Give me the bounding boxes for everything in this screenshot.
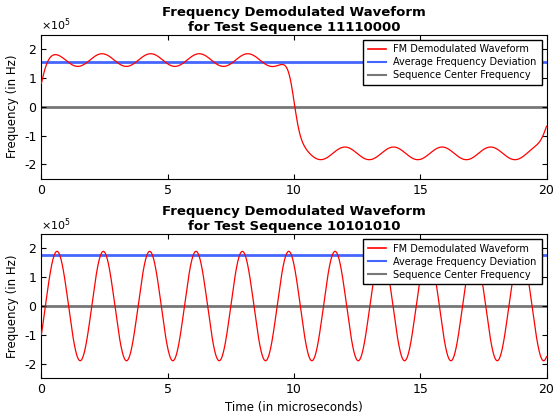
Title: Frequency Demodulated Waveform
for Test Sequence 11110000: Frequency Demodulated Waveform for Test … [162, 5, 426, 34]
Title: Frequency Demodulated Waveform
for Test Sequence 10101010: Frequency Demodulated Waveform for Test … [162, 205, 426, 233]
Text: $\times10^5$: $\times10^5$ [41, 17, 71, 33]
Legend: FM Demodulated Waveform, Average Frequency Deviation, Sequence Center Frequency: FM Demodulated Waveform, Average Frequen… [363, 239, 542, 284]
Legend: FM Demodulated Waveform, Average Frequency Deviation, Sequence Center Frequency: FM Demodulated Waveform, Average Frequen… [363, 39, 542, 85]
X-axis label: Time (in microseconds): Time (in microseconds) [225, 402, 363, 415]
Y-axis label: Frequency (in Hz): Frequency (in Hz) [6, 55, 18, 158]
Text: $\times10^5$: $\times10^5$ [41, 216, 71, 233]
Y-axis label: Frequency (in Hz): Frequency (in Hz) [6, 254, 18, 358]
